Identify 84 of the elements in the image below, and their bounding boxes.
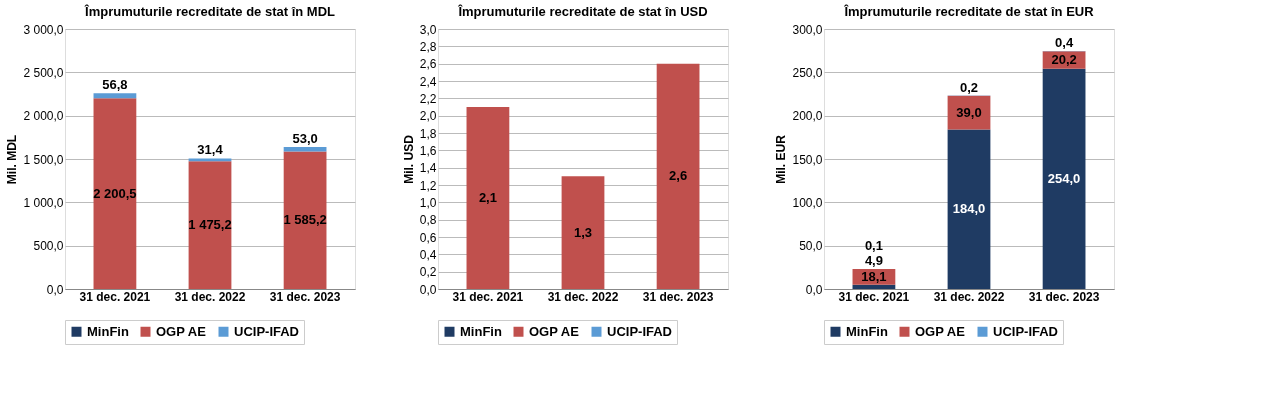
y-tick-label: 1,0	[419, 195, 437, 210]
bar	[466, 107, 510, 289]
data-label: 2 200,5	[93, 185, 137, 201]
y-tick-label: 2,0	[419, 109, 437, 124]
y-tick-label: 1,2	[419, 178, 437, 193]
data-label: 1 585,2	[283, 212, 327, 228]
y-tick-label: 0,6	[419, 230, 437, 245]
y-axis-title: Mil. MDL	[5, 134, 20, 185]
x-tick-label: 31 dec. 2022	[174, 289, 246, 304]
y-tick-label: 2,8	[419, 39, 437, 54]
data-label: 39,0	[956, 104, 982, 120]
data-label: 2,1	[478, 190, 497, 205]
y-tick-label: 0,0	[419, 282, 437, 297]
bar	[188, 158, 232, 162]
bar	[947, 129, 991, 289]
data-label: 4,9	[864, 252, 883, 268]
data-label: 0,1	[864, 237, 883, 253]
data-label: 53,0	[292, 131, 318, 147]
y-tick-label: 1,6	[419, 143, 437, 158]
y-tick-label: 1,4	[419, 161, 437, 176]
bar	[1042, 68, 1086, 289]
bar	[283, 147, 327, 152]
legend-label: MinFin	[846, 323, 888, 339]
bar	[947, 95, 991, 130]
y-tick-label: 2,6	[419, 57, 437, 72]
bar	[852, 284, 896, 289]
y-tick-label: 2,4	[419, 74, 437, 89]
x-tick-label: 31 dec. 2021	[79, 289, 151, 304]
legend-label: OGP AE	[915, 323, 966, 339]
legend-label: OGP AE	[529, 323, 580, 339]
data-label: 0,2	[959, 79, 979, 95]
y-axis-title: Mil. EUR	[774, 134, 789, 184]
y-tick-label: 300,0	[792, 22, 823, 37]
y-tick-label: 0,0	[805, 282, 823, 297]
y-tick-label: 500,0	[33, 239, 64, 254]
data-label: 254,0	[1047, 170, 1081, 186]
bar	[656, 63, 700, 289]
y-axis-title: Mil. USD	[401, 134, 416, 184]
y-tick-label: 0,8	[419, 213, 437, 228]
y-tick-label: 3,0	[419, 22, 437, 37]
y-tick-label: 3 000,0	[23, 22, 64, 37]
data-label: 18,1	[861, 268, 887, 284]
bar	[283, 151, 327, 289]
y-tick-label: 1,8	[419, 126, 437, 141]
legend-label: MinFin	[460, 323, 502, 339]
bar	[561, 176, 605, 289]
x-tick-label: 31 dec. 2023	[269, 289, 341, 304]
data-label: 0,4	[1055, 35, 1074, 51]
bar	[93, 98, 137, 289]
x-tick-label: 31 dec. 2023	[642, 289, 714, 304]
y-tick-label: 0,0	[46, 282, 64, 297]
data-label: 2,6	[669, 168, 688, 184]
data-label: 31,4	[197, 142, 224, 158]
data-label: 20,2	[1051, 52, 1077, 68]
x-tick-label: 31 dec. 2022	[933, 289, 1005, 304]
bar	[188, 161, 232, 289]
y-tick-label: 0,4	[419, 247, 437, 262]
y-tick-label: 2 000,0	[23, 109, 64, 124]
y-tick-label: 2 500,0	[23, 65, 64, 80]
y-tick-label: 150,0	[792, 152, 823, 167]
y-tick-label: 250,0	[792, 65, 823, 80]
y-tick-label: 100,0	[792, 195, 823, 210]
y-tick-label: 50,0	[799, 239, 823, 254]
chart-title: Împrumuturile recreditate de stat în USD	[457, 4, 708, 19]
x-tick-label: 31 dec. 2023	[1028, 289, 1100, 304]
y-tick-label: 1 500,0	[23, 152, 64, 167]
legend-label: UCIP-IFAD	[234, 323, 299, 339]
x-tick-label: 31 dec. 2021	[452, 289, 524, 304]
y-tick-label: 1 000,0	[23, 195, 64, 210]
data-label: 184,0	[952, 201, 986, 217]
y-tick-label: 200,0	[792, 109, 823, 124]
legend-label: UCIP-IFAD	[993, 323, 1058, 339]
x-tick-label: 31 dec. 2021	[838, 289, 910, 304]
legend-label: OGP AE	[156, 323, 207, 339]
y-tick-label: 2,2	[419, 91, 437, 106]
data-label: 1,3	[573, 224, 593, 240]
chart-title: Împrumuturile recreditate de stat în EUR	[843, 4, 1095, 19]
bar	[93, 93, 137, 99]
y-tick-label: 0,2	[419, 265, 437, 280]
legend-label: UCIP-IFAD	[607, 323, 672, 339]
legend-label: MinFin	[87, 323, 129, 339]
x-tick-label: 31 dec. 2022	[547, 289, 619, 304]
data-label: 56,8	[102, 77, 128, 93]
chart-title: Împrumuturile recreditate de stat în MDL	[84, 4, 336, 19]
